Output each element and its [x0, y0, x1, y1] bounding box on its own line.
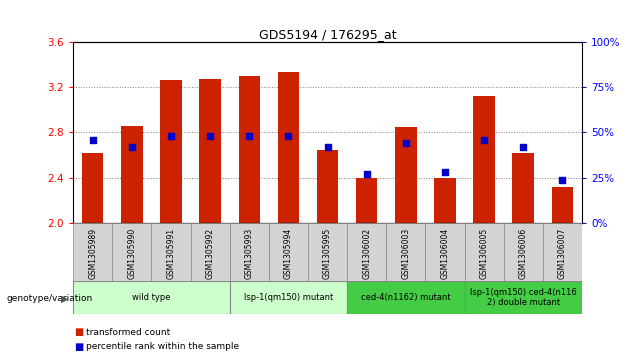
Bar [464, 281, 582, 314]
Text: GSM1305991: GSM1305991 [167, 228, 176, 279]
Point [166, 133, 176, 139]
Bar [347, 223, 386, 281]
Point [283, 133, 293, 139]
Bar [308, 223, 347, 281]
Bar [356, 178, 377, 223]
Text: lsp-1(qm150) ced-4(n116
2) double mutant: lsp-1(qm150) ced-4(n116 2) double mutant [470, 288, 577, 307]
Bar [269, 223, 308, 281]
Bar [504, 223, 543, 281]
Text: GSM1306005: GSM1306005 [480, 228, 488, 279]
Bar [386, 223, 425, 281]
Text: GSM1306007: GSM1306007 [558, 228, 567, 279]
Point [557, 177, 567, 183]
Text: ■: ■ [74, 327, 84, 337]
Bar [551, 187, 573, 223]
Text: GSM1305989: GSM1305989 [88, 228, 97, 279]
Bar [434, 178, 456, 223]
Bar [395, 127, 417, 223]
Point [205, 133, 215, 139]
Text: GSM1306006: GSM1306006 [519, 228, 528, 279]
Text: ▶: ▶ [60, 293, 68, 303]
Bar [464, 223, 504, 281]
Bar [238, 76, 260, 223]
Text: ced-4(n1162) mutant: ced-4(n1162) mutant [361, 293, 451, 302]
Bar [347, 281, 464, 314]
Point [244, 133, 254, 139]
Text: percentile rank within the sample: percentile rank within the sample [86, 342, 239, 351]
Bar [73, 223, 113, 281]
Text: lsp-1(qm150) mutant: lsp-1(qm150) mutant [244, 293, 333, 302]
Bar [543, 223, 582, 281]
Point [401, 140, 411, 146]
Bar [473, 96, 495, 223]
Text: GSM1305995: GSM1305995 [323, 228, 332, 279]
Point [362, 171, 372, 177]
Bar [513, 153, 534, 223]
Bar [113, 223, 151, 281]
Bar [191, 223, 230, 281]
Text: GSM1306003: GSM1306003 [401, 228, 410, 279]
Bar [199, 79, 221, 223]
Bar [73, 281, 230, 314]
Point [322, 144, 333, 150]
Text: ■: ■ [74, 342, 84, 352]
Text: wild type: wild type [132, 293, 170, 302]
Bar [230, 223, 269, 281]
Bar [121, 126, 142, 223]
Text: genotype/variation: genotype/variation [6, 294, 93, 303]
Text: GSM1306002: GSM1306002 [362, 228, 371, 279]
Bar [425, 223, 464, 281]
Bar [151, 223, 191, 281]
Text: GSM1305992: GSM1305992 [205, 228, 214, 279]
Text: GSM1305994: GSM1305994 [284, 228, 293, 279]
Bar [278, 72, 299, 223]
Point [88, 137, 98, 143]
Bar [160, 80, 182, 223]
Point [440, 170, 450, 175]
Text: GSM1305990: GSM1305990 [127, 228, 136, 279]
Text: transformed count: transformed count [86, 328, 170, 337]
Point [518, 144, 529, 150]
Text: GSM1305993: GSM1305993 [245, 228, 254, 279]
Bar [230, 281, 347, 314]
Text: GSM1306004: GSM1306004 [441, 228, 450, 279]
Title: GDS5194 / 176295_at: GDS5194 / 176295_at [259, 28, 396, 41]
Bar [82, 153, 104, 223]
Bar [317, 150, 338, 223]
Point [127, 144, 137, 150]
Point [479, 137, 489, 143]
